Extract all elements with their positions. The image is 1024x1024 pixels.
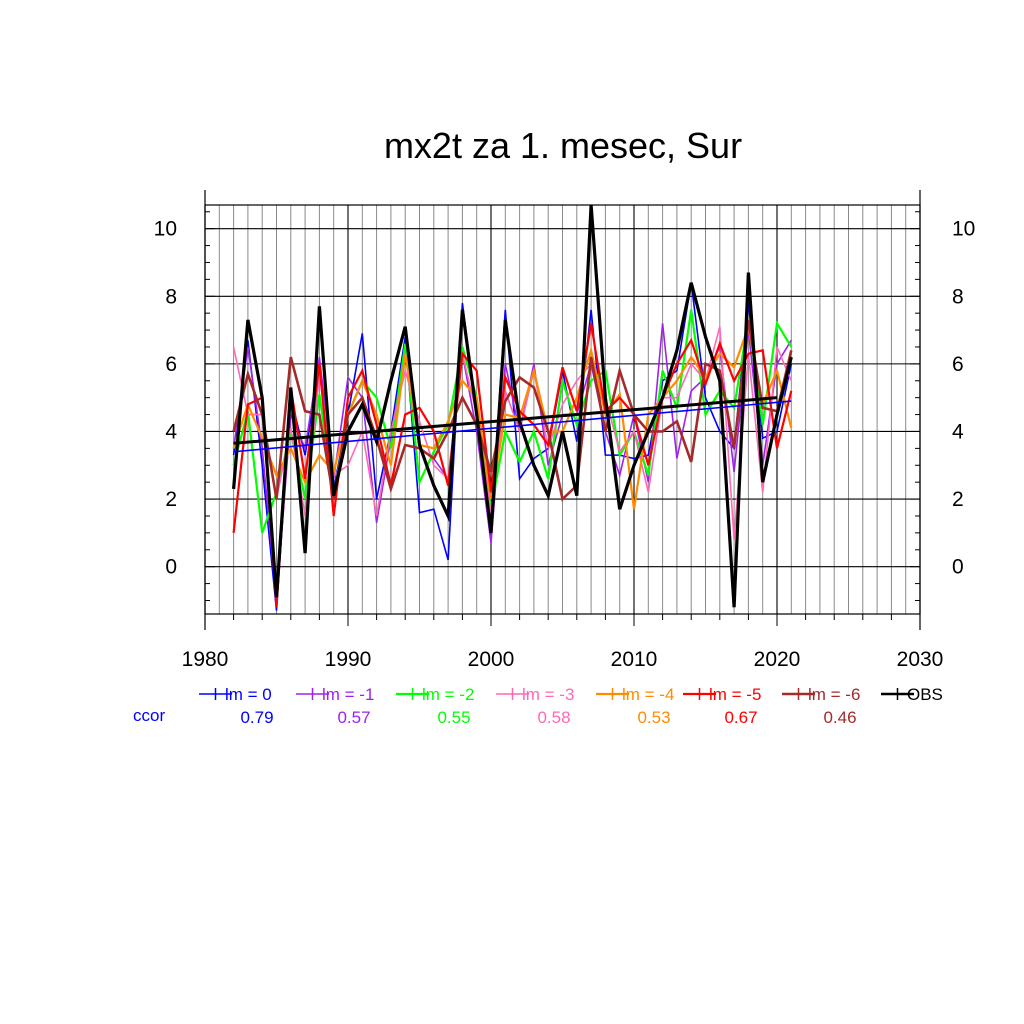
legend-label: OBS (907, 685, 943, 704)
ccor-value: 0.79 (240, 708, 273, 727)
y-tick-label-left: 6 (165, 353, 177, 376)
legend-label: lm = -2 (422, 685, 474, 704)
series-line (232, 204, 793, 608)
y-tick-label-right: 2 (952, 488, 964, 511)
ccor-value: 0.55 (437, 708, 470, 727)
x-tick-label: 1990 (325, 648, 372, 671)
y-tick-label-left: 4 (165, 420, 177, 443)
ccor-value: 0.58 (537, 708, 570, 727)
series-line (232, 323, 793, 608)
legend-label: lm = -4 (622, 685, 674, 704)
legend: lm = 0 0.79 lm = -1 0.57 lm = -2 0.55 lm = -3 0… (133, 685, 943, 727)
x-tick-label: 2000 (468, 648, 515, 671)
ccor-value: 0.57 (337, 708, 370, 727)
legend-label: lm = -3 (522, 685, 574, 704)
series-line (232, 326, 793, 540)
y-tick-label-left: 2 (165, 488, 177, 511)
series-line (232, 319, 793, 502)
ccor-value: 0.67 (724, 708, 757, 727)
x-tick-label: 2020 (754, 648, 801, 671)
trend-line (233, 396, 778, 445)
ccor-value: 0.53 (637, 708, 670, 727)
x-tick-label: 2010 (611, 648, 658, 671)
legend-label: lm = 0 (225, 685, 272, 704)
x-tick-label: 1980 (182, 648, 229, 671)
y-tick-label-right: 10 (952, 218, 975, 241)
y-tick-label-left: 10 (154, 218, 177, 241)
trend-line (233, 400, 792, 453)
y-tick-label-right: 6 (952, 353, 964, 376)
y-tick-label-right: 4 (952, 420, 964, 443)
ccor-value: 0.46 (823, 708, 856, 727)
x-tick-label: 2030 (897, 648, 944, 671)
series-layer (232, 204, 793, 611)
y-tick-label-left: 0 (165, 556, 177, 579)
ccor-label: ccor (133, 706, 165, 725)
y-tick-label-left: 8 (165, 285, 177, 308)
axes-layer: 0 0 2 2 4 4 6 6 8 8 10 10 1980 1990 2000 2010 2020 2030 (154, 190, 975, 671)
chart-title: mx2t za 1. mesec, Sur (384, 125, 742, 166)
legend-label: lm = -1 (322, 685, 374, 704)
y-tick-label-right: 8 (952, 285, 964, 308)
legend-label: lm = -5 (709, 685, 761, 704)
legend-label: lm = -6 (808, 685, 860, 704)
y-tick-label-right: 0 (952, 556, 964, 579)
